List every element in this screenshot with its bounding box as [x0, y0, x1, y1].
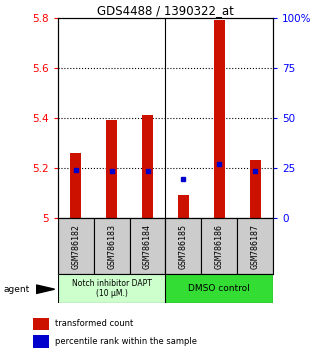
- Polygon shape: [36, 285, 55, 293]
- Text: GSM786183: GSM786183: [107, 223, 116, 269]
- Text: GSM786182: GSM786182: [71, 223, 80, 269]
- Text: Notch inhibitor DAPT
(10 μM.): Notch inhibitor DAPT (10 μM.): [72, 279, 152, 298]
- Bar: [166, 274, 273, 303]
- Bar: [33, 318, 49, 330]
- Text: GSM786184: GSM786184: [143, 223, 152, 269]
- Bar: [33, 335, 49, 348]
- Bar: [106, 120, 117, 218]
- Bar: [166, 218, 201, 274]
- Text: GSM786187: GSM786187: [251, 223, 260, 269]
- Text: transformed count: transformed count: [55, 319, 133, 329]
- Bar: [94, 218, 130, 274]
- Title: GDS4488 / 1390322_at: GDS4488 / 1390322_at: [97, 4, 234, 17]
- Bar: [250, 160, 260, 218]
- Bar: [237, 218, 273, 274]
- Text: DMSO control: DMSO control: [188, 284, 250, 293]
- Bar: [201, 218, 237, 274]
- Text: GSM786186: GSM786186: [215, 223, 224, 269]
- Bar: [142, 115, 153, 218]
- Bar: [178, 195, 189, 218]
- Bar: [58, 274, 166, 303]
- Bar: [71, 153, 81, 218]
- Text: percentile rank within the sample: percentile rank within the sample: [55, 337, 197, 346]
- Text: agent: agent: [3, 285, 29, 294]
- Text: GSM786185: GSM786185: [179, 223, 188, 269]
- Bar: [130, 218, 166, 274]
- Bar: [214, 20, 225, 218]
- Bar: [58, 218, 94, 274]
